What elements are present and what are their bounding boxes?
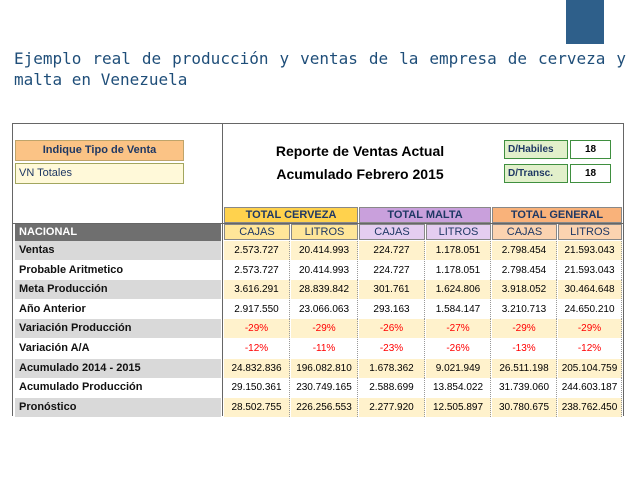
cell-cerveza-cajas: 3.616.291 xyxy=(224,280,290,299)
cell-malta-litros: 1.584.147 xyxy=(426,300,491,319)
cell-general-litros: 21.593.043 xyxy=(558,261,622,280)
cell-general-litros: -12% xyxy=(558,339,622,358)
group-header-cerveza: TOTAL CERVEZA xyxy=(224,207,358,223)
cell-general-cajas: 2.798.454 xyxy=(492,241,557,260)
cell-malta-litros: 1.178.051 xyxy=(426,261,491,280)
cell-malta-litros: 13.854.022 xyxy=(426,378,491,397)
dhabiles-label: D/Habiles xyxy=(504,140,568,159)
row-label: Ventas xyxy=(15,241,221,260)
cell-general-litros: 205.104.759 xyxy=(558,359,622,378)
cell-cerveza-cajas: 2.573.727 xyxy=(224,241,290,260)
subheader-cerveza-litros: LITROS xyxy=(291,224,358,240)
sale-type-selector-value[interactable]: VN Totales xyxy=(15,163,184,184)
grid-line xyxy=(222,123,223,416)
cell-cerveza-litros: 196.082.810 xyxy=(291,359,358,378)
cell-general-cajas: 2.798.454 xyxy=(492,261,557,280)
subheader-general-litros: LITROS xyxy=(558,224,622,240)
row-label: Variación Producción xyxy=(15,319,221,338)
cell-general-cajas: 31.739.060 xyxy=(492,378,557,397)
cell-general-litros: 244.603.187 xyxy=(558,378,622,397)
subheader-general-cajas: CAJAS xyxy=(492,224,557,240)
group-header-general: TOTAL GENERAL xyxy=(492,207,622,223)
row-label: Pronóstico xyxy=(15,398,221,417)
cell-general-cajas: 26.511.198 xyxy=(492,359,557,378)
cell-malta-cajas: 224.727 xyxy=(359,241,425,260)
cell-general-litros: -29% xyxy=(558,319,622,338)
grid-line xyxy=(12,223,624,224)
row-label: Variación A/A xyxy=(15,339,221,358)
cell-malta-litros: 1.178.051 xyxy=(426,241,491,260)
report-title: Reporte de Ventas Actual xyxy=(275,143,445,159)
cell-cerveza-litros: 28.839.842 xyxy=(291,280,358,299)
cell-cerveza-litros: 230.749.165 xyxy=(291,378,358,397)
cell-cerveza-cajas: 24.832.836 xyxy=(224,359,290,378)
group-header-malta: TOTAL MALTA xyxy=(359,207,491,223)
cell-general-litros: 21.593.043 xyxy=(558,241,622,260)
cell-general-litros: 24.650.210 xyxy=(558,300,622,319)
nacional-header: NACIONAL xyxy=(15,224,221,241)
cell-cerveza-cajas: -29% xyxy=(224,319,290,338)
cell-cerveza-litros: -11% xyxy=(291,339,358,358)
cell-malta-cajas: 1.678.362 xyxy=(359,359,425,378)
cell-cerveza-litros: 20.414.993 xyxy=(291,241,358,260)
subheader-malta-cajas: CAJAS xyxy=(359,224,425,240)
grid-line xyxy=(12,123,624,124)
cell-malta-cajas: 301.761 xyxy=(359,280,425,299)
cell-malta-litros: -26% xyxy=(426,339,491,358)
grid-line xyxy=(12,123,13,416)
cell-cerveza-cajas: -12% xyxy=(224,339,290,358)
row-label: Año Anterior xyxy=(15,300,221,319)
cell-malta-litros: -27% xyxy=(426,319,491,338)
cell-malta-cajas: 2.588.699 xyxy=(359,378,425,397)
grid-line xyxy=(623,123,624,416)
cell-malta-cajas: 2.277.920 xyxy=(359,398,425,417)
cell-malta-litros: 12.505.897 xyxy=(426,398,491,417)
cell-general-cajas: 3.210.713 xyxy=(492,300,557,319)
dtransc-label: D/Transc. xyxy=(504,164,568,183)
row-label: Acumulado 2014 - 2015 xyxy=(15,359,221,378)
cell-cerveza-cajas: 29.150.361 xyxy=(224,378,290,397)
dtransc-value: 18 xyxy=(570,164,611,183)
slide-accent-bar xyxy=(566,0,604,44)
cell-cerveza-litros: -29% xyxy=(291,319,358,338)
cell-general-cajas: -29% xyxy=(492,319,557,338)
subheader-cerveza-cajas: CAJAS xyxy=(224,224,290,240)
cell-general-cajas: 30.780.675 xyxy=(492,398,557,417)
slide-title: Ejemplo real de producción y ventas de l… xyxy=(14,49,626,89)
report-subtitle: Acumulado Febrero 2015 xyxy=(276,166,444,182)
cell-malta-litros: 1.624.806 xyxy=(426,280,491,299)
row-label: Probable Aritmetico xyxy=(15,261,221,280)
cell-cerveza-cajas: 2.573.727 xyxy=(224,261,290,280)
subheader-malta-litros: LITROS xyxy=(426,224,491,240)
cell-general-cajas: 3.918.052 xyxy=(492,280,557,299)
sale-type-selector-label: Indique Tipo de Venta xyxy=(15,140,184,161)
row-label: Acumulado Producción xyxy=(15,378,221,397)
row-label: Meta Producción xyxy=(15,280,221,299)
cell-general-litros: 30.464.648 xyxy=(558,280,622,299)
cell-malta-litros: 9.021.949 xyxy=(426,359,491,378)
cell-malta-cajas: -23% xyxy=(359,339,425,358)
cell-cerveza-cajas: 2.917.550 xyxy=(224,300,290,319)
cell-cerveza-cajas: 28.502.755 xyxy=(224,398,290,417)
cell-general-litros: 238.762.450 xyxy=(558,398,622,417)
dhabiles-value: 18 xyxy=(570,140,611,159)
cell-malta-cajas: -26% xyxy=(359,319,425,338)
cell-cerveza-litros: 20.414.993 xyxy=(291,261,358,280)
sales-report-sheet: Indique Tipo de Venta VN Totales Reporte… xyxy=(12,123,624,417)
cell-cerveza-litros: 226.256.553 xyxy=(291,398,358,417)
cell-malta-cajas: 293.163 xyxy=(359,300,425,319)
cell-cerveza-litros: 23.066.063 xyxy=(291,300,358,319)
cell-general-cajas: -13% xyxy=(492,339,557,358)
cell-malta-cajas: 224.727 xyxy=(359,261,425,280)
